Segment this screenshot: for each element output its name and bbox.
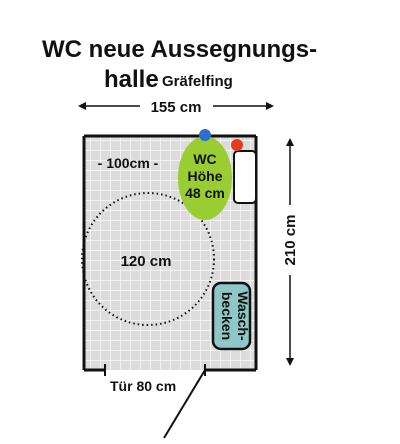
turning-circle-label: 120 cm xyxy=(121,253,172,270)
cistern xyxy=(233,150,257,204)
title-location: Gräfelfing xyxy=(162,73,233,90)
sink: Wasch- becken xyxy=(211,281,252,351)
free-space-label: - 100cm - xyxy=(98,155,159,171)
title-line-1: WC neue Aussegnungs- xyxy=(42,36,318,63)
depth-dimension: 210 cm xyxy=(282,138,299,366)
depth-label: 210 cm xyxy=(282,215,299,266)
door: Tür 80 cm xyxy=(104,364,206,439)
page-title: WC neue Aussegnungs- halle Gräfelfing xyxy=(0,0,400,110)
alarm-button-icon xyxy=(231,139,243,151)
wc-toilet: WC Höhe 48 cm xyxy=(178,136,232,220)
width-dimension: 155 cm xyxy=(78,99,274,116)
width-label: 155 cm xyxy=(151,99,202,116)
flush-button-icon xyxy=(199,129,211,141)
turning-circle: 120 cm xyxy=(81,192,215,326)
title-line-2: halle xyxy=(104,66,159,93)
wc-label: WC xyxy=(193,151,216,167)
sink-label-1: Wasch- xyxy=(235,291,251,341)
wc-height-label: Höhe xyxy=(188,168,223,184)
sink-label-2: becken xyxy=(219,292,235,340)
wc-height-value: 48 cm xyxy=(185,185,225,201)
door-label: Tür 80 cm xyxy=(110,378,176,394)
